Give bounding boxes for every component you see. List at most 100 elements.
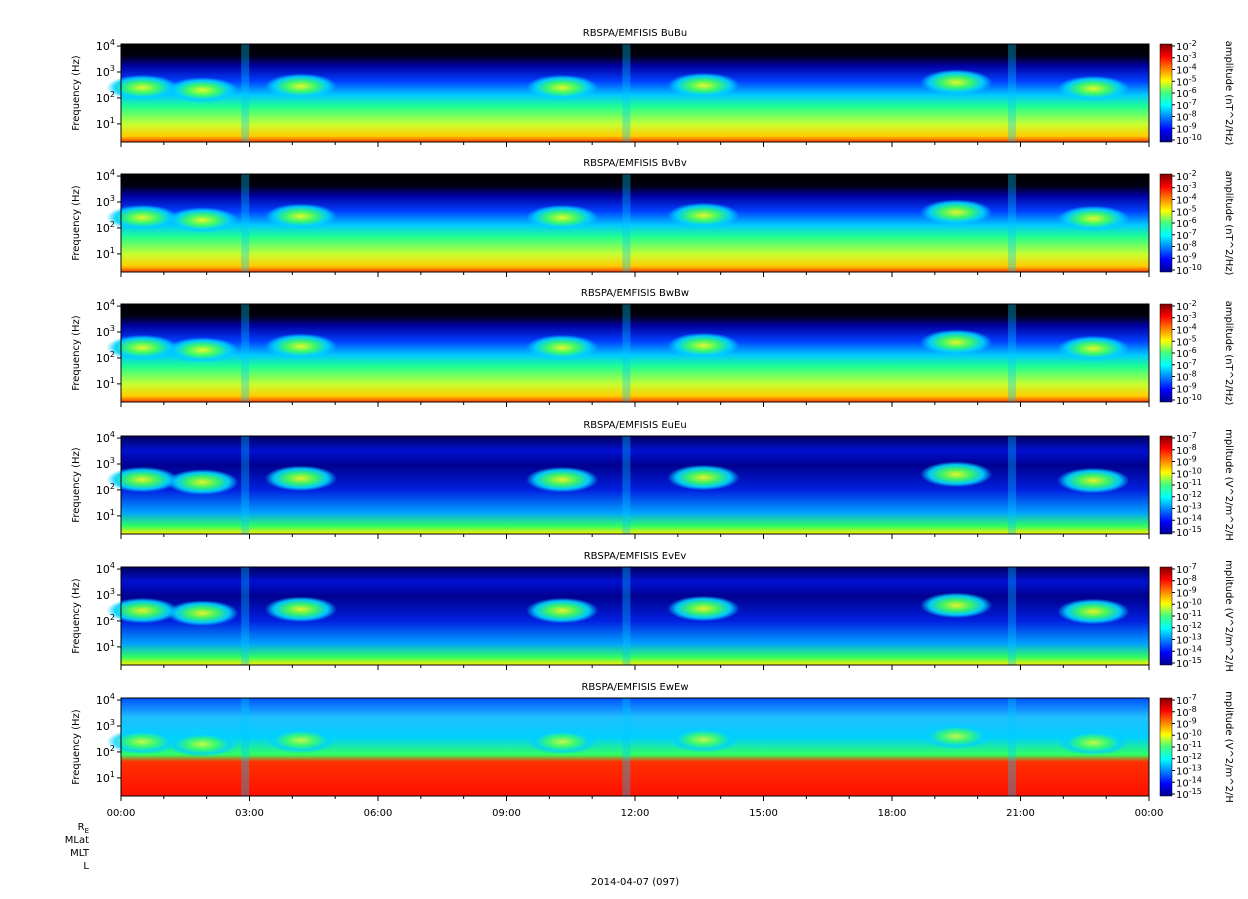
y-axis-label: Frequency (Hz): [71, 185, 82, 261]
panel-title: RBSPA/EMFISIS EwEw: [581, 682, 688, 693]
colorbar-label: amplitude (nT^2/Hz): [1223, 171, 1234, 276]
emission-band: [264, 203, 337, 230]
panel-title: RBSPA/EMFISIS EvEv: [584, 551, 687, 562]
disturbance-streak: [241, 44, 250, 142]
footer-row-label: L: [83, 861, 89, 872]
colorbar-label: mplitude (V^2/m^2/H: [1223, 560, 1234, 672]
y-tick-label: 102: [96, 482, 115, 497]
disturbance-streak: [1007, 304, 1016, 402]
disturbance-streak: [241, 698, 250, 796]
emission-band: [166, 207, 239, 233]
y-tick-label: 101: [96, 116, 115, 131]
disturbance-streak: [622, 304, 631, 402]
disturbance-streak: [622, 436, 631, 534]
disturbance-streak: [241, 304, 250, 402]
emission-band: [1057, 335, 1130, 362]
emission-band: [1057, 729, 1130, 756]
y-tick-label: 104: [96, 692, 115, 707]
disturbance-streak: [241, 567, 250, 665]
y-tick-label: 102: [96, 350, 115, 365]
emission-band: [166, 77, 239, 103]
x-tick-label: 21:00: [1006, 808, 1035, 819]
y-tick-label: 102: [96, 90, 115, 105]
emission-band: [1057, 467, 1130, 494]
emission-band: [667, 726, 740, 753]
colorbar-tick-label: 10-15: [1176, 656, 1202, 670]
colorbar-label: mplitude (V^2/m^2/H: [1223, 691, 1234, 803]
emission-band: [920, 461, 993, 488]
y-tick-label: 101: [96, 246, 115, 261]
y-tick-label: 102: [96, 220, 115, 235]
y-tick-label: 103: [96, 456, 115, 471]
y-tick-label: 101: [96, 376, 115, 391]
footer-row-label: MLT: [70, 848, 90, 859]
emission-band: [526, 74, 599, 101]
emission-band: [920, 199, 993, 226]
emission-band: [166, 337, 239, 363]
y-tick-label: 104: [96, 38, 115, 53]
emission-band: [264, 727, 337, 754]
y-axis-label: Frequency (Hz): [71, 315, 82, 391]
panel-title: RBSPA/EMFISIS BuBu: [583, 28, 687, 39]
emission-band: [264, 465, 337, 492]
date-label: 2014-04-07 (097): [591, 877, 679, 888]
emission-band: [106, 728, 179, 755]
x-tick-label: 06:00: [364, 808, 393, 819]
spectrogram-panel: RBSPA/EMFISIS BwBw 101 102 103 104 Frequency …: [71, 288, 1234, 407]
spectrogram-panel: RBSPA/EMFISIS BvBv 101 102 103 104 Frequency …: [71, 158, 1234, 277]
panel-title: RBSPA/EMFISIS BwBw: [581, 288, 689, 299]
emission-band: [526, 204, 599, 231]
disturbance-streak: [1007, 174, 1016, 272]
colorbar-tick-label: 10-10: [1176, 393, 1202, 407]
colorbar-label: mplitude (V^2/m^2/H: [1223, 429, 1234, 541]
y-tick-label: 104: [96, 168, 115, 183]
colorbar: [1159, 697, 1173, 797]
colorbar: [1159, 303, 1173, 403]
emission-band: [1057, 598, 1130, 625]
y-tick-label: 103: [96, 64, 115, 79]
y-tick-label: 101: [96, 639, 115, 654]
spectrogram-panel: RBSPA/EMFISIS EuEu 101 102 103 104 Frequency …: [71, 420, 1234, 541]
y-tick-label: 101: [96, 508, 115, 523]
panel-title: RBSPA/EMFISIS EuEu: [583, 420, 686, 431]
y-tick-label: 103: [96, 194, 115, 209]
emission-band: [920, 723, 993, 750]
footer-row-label: RE: [78, 822, 89, 835]
y-axis-label: Frequency (Hz): [71, 578, 82, 654]
colorbar: [1159, 435, 1173, 535]
emission-band: [1057, 205, 1130, 232]
emission-band: [1057, 75, 1130, 102]
disturbance-streak: [1007, 567, 1016, 665]
footer-row-label: MLat: [65, 835, 89, 846]
y-tick-label: 101: [96, 770, 115, 785]
emission-band: [920, 592, 993, 619]
y-axis-label: Frequency (Hz): [71, 55, 82, 131]
disturbance-streak: [1007, 698, 1016, 796]
x-tick-label: 00:00: [1135, 808, 1164, 819]
disturbance-streak: [622, 567, 631, 665]
x-tick-label: 03:00: [235, 808, 264, 819]
colorbar-label: amplitude (nT^2/Hz): [1223, 301, 1234, 406]
emission-band: [106, 597, 179, 624]
disturbance-streak: [622, 44, 631, 142]
emission-band: [166, 731, 239, 757]
emission-band: [264, 73, 337, 100]
x-tick-label: 09:00: [492, 808, 521, 819]
y-tick-label: 103: [96, 718, 115, 733]
emission-band: [920, 329, 993, 356]
disturbance-streak: [241, 174, 250, 272]
emission-band: [526, 334, 599, 361]
colorbar-tick-label: 10-15: [1176, 525, 1202, 539]
disturbance-streak: [1007, 44, 1016, 142]
spectrogram-panel: RBSPA/EMFISIS EvEv 101 102 103 104 Frequency …: [71, 551, 1234, 672]
emission-band: [667, 595, 740, 622]
emission-band: [526, 728, 599, 755]
x-tick-label: 15:00: [749, 808, 778, 819]
y-tick-label: 104: [96, 561, 115, 576]
emission-band: [667, 464, 740, 491]
emission-band: [106, 466, 179, 493]
disturbance-streak: [622, 174, 631, 272]
emission-band: [106, 74, 179, 101]
spectrogram-panel: RBSPA/EMFISIS BuBu 101 102 103 104 Frequency …: [71, 28, 1234, 147]
y-tick-label: 103: [96, 324, 115, 339]
